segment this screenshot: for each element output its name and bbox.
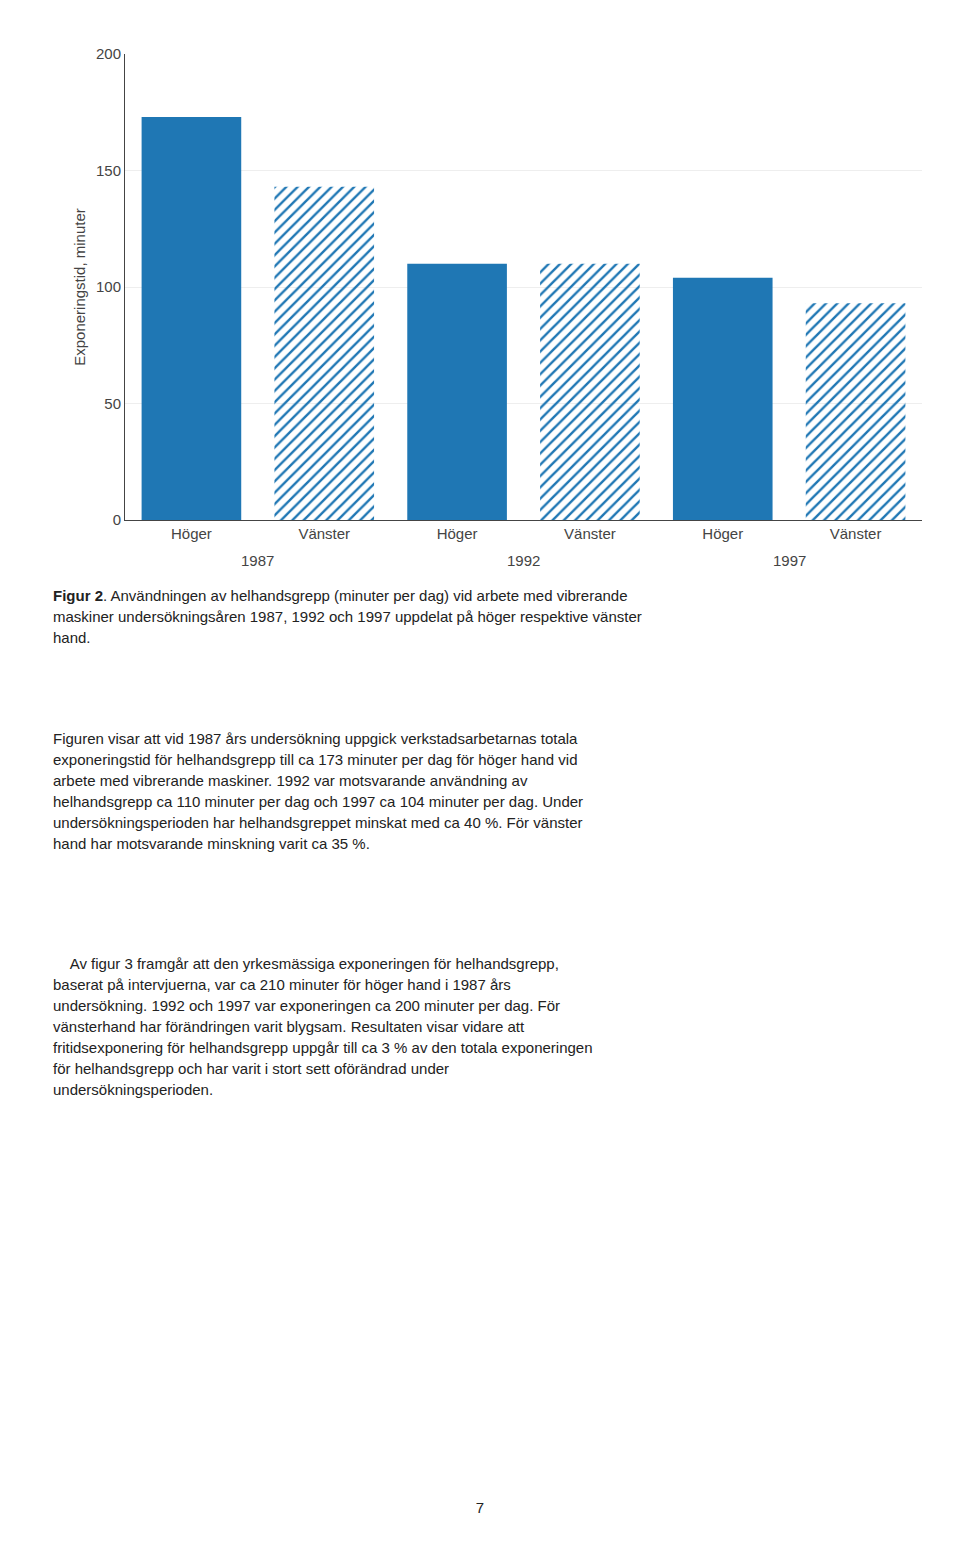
svg-text:Höger: Höger <box>171 525 212 542</box>
svg-text:200: 200 <box>96 45 121 62</box>
html-text:Av figur 3 framgår att den yrk: Av figur 3 framgår att den yrkesmässiga … <box>53 955 593 1098</box>
svg-text:150: 150 <box>96 162 121 179</box>
svg-text:1997: 1997 <box>773 552 806 569</box>
svg-text:Exponeringstid, minuter: Exponeringstid, minuter <box>71 208 88 366</box>
svg-text:1992: 1992 <box>507 552 540 569</box>
svg-text:100: 100 <box>96 278 121 295</box>
svg-text:Höger: Höger <box>702 525 743 542</box>
svg-text:Vänster: Vänster <box>830 525 882 542</box>
html-text:Figuren visar att vid 1987 års: Figuren visar att vid 1987 års undersökn… <box>53 730 584 852</box>
svg-text:Vänster: Vänster <box>564 525 616 542</box>
svg-text:Höger: Höger <box>437 525 478 542</box>
svg-text:1987: 1987 <box>241 552 274 569</box>
svg-text:Vänster: Vänster <box>298 525 350 542</box>
html-text:Figur 2. Användningen av helha: Figur 2. Användningen av helhandsgrepp (… <box>53 587 642 646</box>
html-text:7: 7 <box>475 1499 485 1516</box>
svg-text:50: 50 <box>104 395 121 412</box>
svg-text:0: 0 <box>113 511 121 528</box>
